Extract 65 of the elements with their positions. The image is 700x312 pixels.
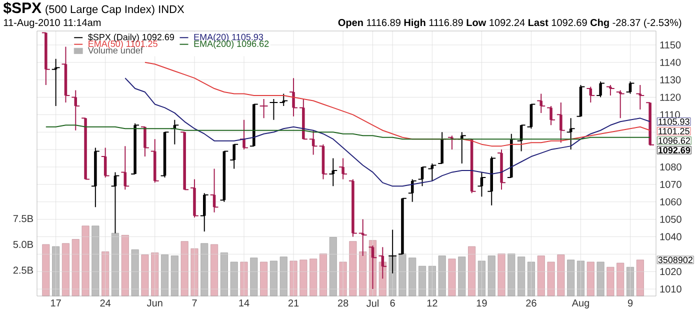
x-tick-label: 12 bbox=[427, 300, 438, 306]
chart-subtitle: (500 Large Cap Index) INDX bbox=[46, 5, 184, 16]
x-tick-label: 19 bbox=[476, 300, 487, 307]
y-tick-label: 1120 bbox=[660, 94, 681, 101]
y-tick-label: 1110 bbox=[660, 111, 680, 118]
bar bbox=[82, 226, 90, 296]
bar bbox=[121, 234, 129, 296]
x-tick-label: 26 bbox=[526, 300, 536, 307]
bar bbox=[359, 251, 367, 296]
text: 3508902 bbox=[658, 256, 692, 264]
bar bbox=[606, 266, 614, 296]
x-tick-label: 14 bbox=[239, 300, 250, 306]
bar bbox=[586, 262, 594, 296]
text: 1096.62 bbox=[658, 137, 690, 144]
y-tick-label: 1010 bbox=[660, 285, 682, 293]
bar bbox=[141, 254, 149, 296]
bar bbox=[300, 260, 308, 296]
y2-tick-label: 5.0B bbox=[13, 240, 33, 248]
bar bbox=[448, 258, 456, 296]
y2-tick-label: 7.5B bbox=[13, 215, 33, 222]
bar bbox=[498, 254, 506, 296]
x-tick-label: 6 bbox=[390, 300, 395, 307]
y-tick-label: 1070 bbox=[660, 180, 682, 188]
text: 11-Aug-2010 11:14am bbox=[4, 19, 101, 28]
bar bbox=[180, 241, 188, 296]
bar bbox=[468, 246, 476, 296]
y2-tick-label: 2.5B bbox=[13, 266, 33, 274]
bar bbox=[349, 241, 357, 296]
bar bbox=[537, 256, 545, 296]
text: 1105.93 bbox=[658, 118, 690, 125]
bar bbox=[260, 262, 268, 296]
text: Open 1116.89 High 1116.89 Low 1092.24 Last 1092.69 Chg -28.37 (-2.53%) bbox=[338, 18, 682, 28]
bar bbox=[42, 244, 50, 296]
text: 1101.25 bbox=[658, 128, 690, 134]
y-tick-label: 1130 bbox=[660, 76, 681, 84]
x-tick-label: Jul bbox=[366, 300, 378, 307]
legend-label: EMA(200) 1096.62 bbox=[194, 40, 269, 49]
y-tick-label: 1060 bbox=[660, 198, 682, 206]
y-tick-label: 1040 bbox=[660, 233, 682, 240]
bar bbox=[616, 262, 624, 296]
bar bbox=[72, 239, 80, 296]
bar bbox=[557, 254, 565, 296]
y-tick-label: 1050 bbox=[660, 216, 682, 223]
bar bbox=[636, 260, 644, 296]
y-tick-label: 1140 bbox=[660, 58, 681, 66]
bar bbox=[151, 252, 159, 296]
y-tick-label: 1150 bbox=[660, 41, 681, 48]
bar bbox=[210, 244, 218, 296]
y-tick-label: 1020 bbox=[660, 268, 682, 276]
bar bbox=[62, 243, 70, 296]
x-tick-label: 28 bbox=[338, 300, 348, 307]
chart-title: $SPX bbox=[3, 2, 42, 14]
bar bbox=[547, 262, 555, 296]
x-tick-label: Aug bbox=[572, 300, 589, 308]
bar bbox=[319, 254, 327, 296]
text: 1092.69 bbox=[658, 146, 690, 154]
legend-label: Volume undef bbox=[88, 46, 143, 54]
x-tick-label: 24 bbox=[100, 300, 111, 306]
bar bbox=[310, 258, 318, 296]
x-tick-label: Jun bbox=[146, 300, 162, 306]
x-tick-label: 21 bbox=[288, 300, 299, 306]
y-tick-label: 1080 bbox=[660, 163, 682, 171]
x-tick-label: 7 bbox=[192, 300, 197, 306]
x-tick-label: 9 bbox=[628, 300, 633, 307]
x-tick-label: 17 bbox=[51, 300, 61, 306]
